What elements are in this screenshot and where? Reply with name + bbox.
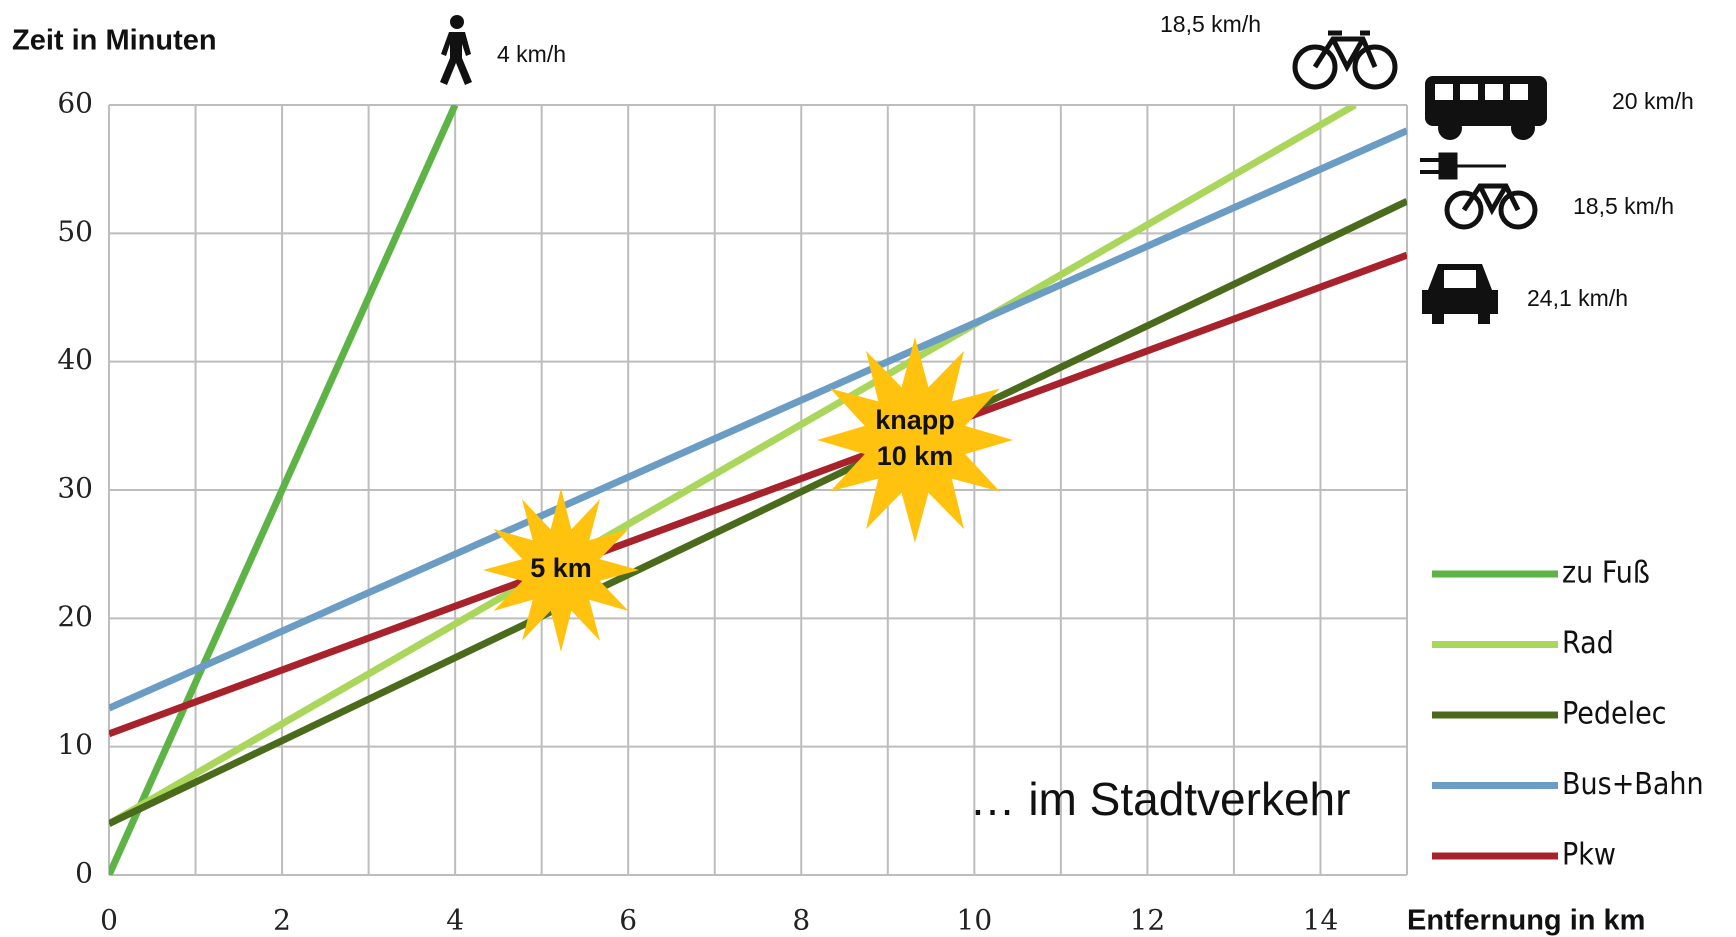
legend-label: Bus+Bahn bbox=[1562, 767, 1704, 802]
speed-label: 20 km/h bbox=[1612, 88, 1694, 114]
legend-label: Pkw bbox=[1562, 838, 1616, 873]
y-tick-label: 30 bbox=[57, 472, 93, 505]
y-tick-label: 20 bbox=[57, 600, 93, 633]
line bbox=[109, 105, 1357, 827]
burst-label: knapp bbox=[875, 405, 955, 435]
speed-label: 24,1 km/h bbox=[1527, 285, 1628, 311]
y-tick-label: 10 bbox=[57, 728, 93, 761]
starburst bbox=[483, 488, 639, 652]
note: … im Stadtverkehr bbox=[970, 773, 1351, 825]
x-tick-label: 10 bbox=[957, 904, 993, 937]
x-tick-label: 14 bbox=[1303, 904, 1339, 937]
grid bbox=[108, 104, 1408, 876]
y-tick-label: 50 bbox=[57, 215, 93, 248]
ebike-icon bbox=[1420, 152, 1538, 230]
line bbox=[109, 127, 1407, 712]
x-tick-label: 6 bbox=[619, 904, 637, 937]
bus-icon bbox=[1425, 76, 1547, 140]
starburst bbox=[817, 337, 1013, 543]
legend-label: zu Fuß bbox=[1562, 556, 1650, 591]
x-axis-label: Entfernung in km bbox=[1407, 905, 1645, 937]
x-tick-label: 2 bbox=[273, 904, 291, 937]
x-tick-label: 12 bbox=[1130, 904, 1166, 937]
walker-icon bbox=[440, 15, 472, 85]
legend-label: Pedelec bbox=[1562, 697, 1667, 732]
bike-icon bbox=[1292, 30, 1398, 90]
line bbox=[109, 251, 1407, 738]
car-icon bbox=[1422, 264, 1498, 324]
burst-label: 5 km bbox=[530, 553, 592, 583]
x-tick-label: 8 bbox=[792, 904, 810, 937]
burst-label: 10 km bbox=[877, 441, 954, 471]
y-tick-label: 60 bbox=[57, 87, 93, 120]
legend-label: Rad bbox=[1562, 626, 1614, 661]
x-tick-label: 0 bbox=[100, 904, 118, 937]
speed-label: 18,5 km/h bbox=[1160, 11, 1261, 37]
line bbox=[109, 105, 459, 875]
speed-label: 4 km/h bbox=[497, 41, 566, 67]
y-axis-label: Zeit in Minuten bbox=[12, 25, 217, 57]
speed-label: 18,5 km/h bbox=[1573, 193, 1674, 219]
y-tick-label: 40 bbox=[57, 343, 93, 376]
line bbox=[109, 198, 1407, 827]
y-tick-label: 0 bbox=[75, 857, 93, 890]
x-tick-label: 4 bbox=[446, 904, 464, 937]
